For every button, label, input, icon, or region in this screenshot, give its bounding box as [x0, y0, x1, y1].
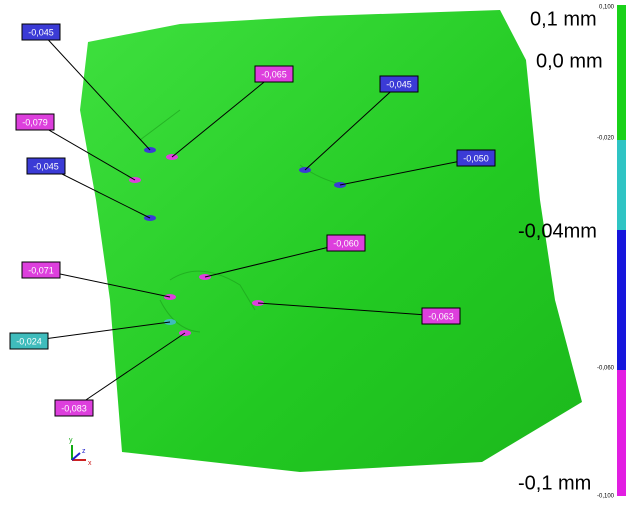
- scale-tick: -0,060: [597, 366, 615, 372]
- scale-tick: -0,020: [597, 136, 615, 142]
- scale-label: 0,0 mm: [536, 50, 603, 72]
- callout-label: -0,045: [33, 161, 59, 171]
- callout-label: -0,024: [16, 336, 42, 346]
- callout-label: -0,079: [22, 117, 48, 127]
- callout-label: -0,060: [333, 238, 359, 248]
- scale-label: -0,1 mm: [518, 472, 591, 494]
- deviation-map: 0,1 mm 0,0 mm -0,04mm -0,1 mm 0,100 -0,020 -0,…: [0, 0, 626, 501]
- callout-label: -0,065: [261, 69, 287, 79]
- scale-segment: [617, 230, 626, 370]
- scale-segment: [617, 370, 626, 496]
- scale-segment: [617, 140, 626, 230]
- scale-tick: 0,100: [599, 5, 615, 11]
- axis-label: z: [82, 448, 86, 455]
- axis-label: x: [88, 460, 92, 467]
- scale-tick: -0,100: [597, 494, 615, 500]
- callout-label: -0,045: [386, 79, 412, 89]
- callout-label: -0,071: [28, 265, 54, 275]
- axis-label: y: [69, 437, 73, 444]
- scale-segment: [617, 5, 626, 140]
- callout-label: -0,063: [428, 311, 454, 321]
- scale-label: -0,04mm: [518, 220, 597, 242]
- callout-label: -0,050: [463, 153, 489, 163]
- callout-label: -0,045: [28, 27, 54, 37]
- callout-label: -0,083: [61, 403, 87, 413]
- scale-label: 0,1 mm: [530, 8, 597, 30]
